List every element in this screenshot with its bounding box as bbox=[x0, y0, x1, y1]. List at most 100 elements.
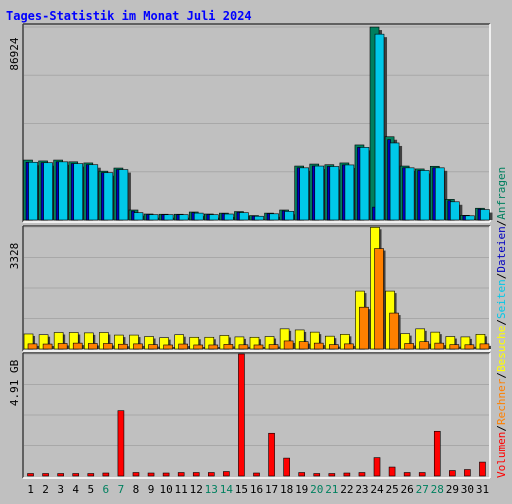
bar-seiten-day-22 bbox=[344, 164, 355, 221]
chart-title: Tages-Statistik im Monat Juli 2024 bbox=[6, 9, 252, 23]
panel-anfragen: 86924 bbox=[8, 23, 493, 223]
bar-volumen-day-5 bbox=[87, 473, 95, 477]
bar-volumen-day-23 bbox=[358, 472, 366, 477]
x-tick-label-day-13: 13 bbox=[205, 483, 218, 496]
legend-entry-volumen: Volumen bbox=[495, 432, 508, 478]
bar-seiten-day-4 bbox=[73, 163, 84, 221]
x-tick-label-day-31: 31 bbox=[476, 483, 489, 496]
x-tick-label-day-19: 19 bbox=[295, 483, 308, 496]
bar-rechner-day-21 bbox=[329, 344, 339, 350]
x-tick-label-day-16: 16 bbox=[250, 483, 263, 496]
side-legend-text: Volumen/Rechner/Besuche/Seiten/Dateien/A… bbox=[495, 167, 508, 478]
bar-rechner-day-2 bbox=[42, 343, 53, 350]
bar-rechner-day-25 bbox=[389, 312, 399, 350]
x-tick-label-day-6: 6 bbox=[103, 483, 110, 496]
x-tick-label-day-29: 29 bbox=[446, 483, 459, 496]
bar-rechner-day-29 bbox=[449, 344, 460, 350]
panel-max-label-volumen: 4.91 GB bbox=[8, 359, 21, 406]
bar-volumen-day-7 bbox=[117, 410, 125, 477]
bar-rechner-day-6 bbox=[103, 343, 113, 350]
bar-seiten-day-3 bbox=[58, 161, 68, 221]
bar-volumen-day-27 bbox=[418, 472, 426, 477]
bar-rechner-day-31 bbox=[479, 343, 490, 350]
bar-seiten-day-8 bbox=[133, 212, 144, 221]
bar-seiten-day-21 bbox=[329, 166, 340, 221]
bar-rechner-day-14 bbox=[223, 344, 234, 350]
x-tick-label-day-28: 28 bbox=[431, 483, 444, 496]
bar-volumen-day-17 bbox=[268, 432, 275, 477]
bar-rechner-day-30 bbox=[464, 344, 475, 350]
panel-besuche: 3328 bbox=[8, 225, 491, 352]
bar-seiten-day-16 bbox=[254, 215, 264, 221]
bar-rechner-day-9 bbox=[148, 344, 158, 350]
bar-rechner-day-7 bbox=[118, 343, 128, 350]
bar-volumen-day-2 bbox=[42, 473, 49, 477]
bar-rechner-day-18 bbox=[283, 340, 294, 350]
x-axis-labels: 1 2 3 4 5 6 7 8 9 10 11 12 13 14 15 16 17 18 19 20 21 22 23 24 2… bbox=[27, 483, 489, 496]
bar-rechner-day-16 bbox=[253, 344, 264, 350]
bar-seiten-day-20 bbox=[314, 165, 325, 221]
legend-entry-anfragen: Anfragen bbox=[495, 167, 508, 220]
bar-volumen-day-21 bbox=[328, 473, 336, 477]
bar-volumen-day-15 bbox=[238, 353, 245, 477]
bar-volumen-day-3 bbox=[57, 473, 64, 477]
bar-volumen-day-9 bbox=[147, 472, 155, 477]
bar-seiten-day-27 bbox=[419, 170, 430, 221]
x-tick-label-day-10: 10 bbox=[159, 483, 172, 496]
bar-seiten-day-24 bbox=[374, 33, 385, 221]
panel-max-label-besuche: 3328 bbox=[8, 243, 21, 270]
bar-seiten-day-2 bbox=[43, 162, 53, 221]
bar-seiten-day-9 bbox=[148, 214, 159, 221]
bar-rechner-day-3 bbox=[57, 343, 68, 350]
panel-volumen: 4.91 GB bbox=[8, 352, 491, 479]
bar-rechner-day-5 bbox=[87, 343, 98, 350]
chart-panels: 86924 3328 4.91 GB bbox=[8, 23, 493, 479]
x-tick-label-day-21: 21 bbox=[325, 483, 338, 496]
bar-rechner-day-22 bbox=[344, 343, 354, 350]
x-tick-label-day-23: 23 bbox=[355, 483, 368, 496]
x-tick-label-day-27: 27 bbox=[416, 483, 429, 496]
x-tick-label-day-18: 18 bbox=[280, 483, 293, 496]
bar-volumen-day-28 bbox=[433, 430, 441, 477]
bar-volumen-day-19 bbox=[298, 472, 305, 477]
legend-separator: / bbox=[495, 220, 508, 227]
x-tick-label-day-9: 9 bbox=[148, 483, 155, 496]
x-tick-label-day-8: 8 bbox=[133, 483, 140, 496]
bar-seiten-day-19 bbox=[299, 167, 309, 221]
bar-volumen-day-11 bbox=[177, 472, 185, 477]
bar-rechner-day-1 bbox=[27, 343, 38, 350]
x-tick-label-day-1: 1 bbox=[27, 483, 34, 496]
bar-volumen-day-1 bbox=[27, 473, 34, 477]
bar-seiten-day-25 bbox=[389, 142, 400, 221]
bar-seiten-day-26 bbox=[404, 167, 415, 221]
bar-seiten-day-12 bbox=[193, 212, 204, 221]
legend-entry-besuche: Besuche bbox=[495, 326, 508, 372]
bar-rechner-day-19 bbox=[298, 341, 309, 350]
bar-rechner-day-17 bbox=[268, 344, 279, 350]
bar-rechner-day-20 bbox=[313, 342, 324, 350]
bar-rechner-day-12 bbox=[193, 344, 204, 350]
bar-seiten-day-15 bbox=[239, 212, 249, 221]
x-tick-label-day-20: 20 bbox=[310, 483, 323, 496]
bar-seiten-day-11 bbox=[178, 214, 189, 221]
x-tick-label-day-15: 15 bbox=[235, 483, 248, 496]
bar-rechner-day-10 bbox=[163, 344, 173, 350]
bar-volumen-day-18 bbox=[283, 457, 290, 477]
bar-rechner-day-8 bbox=[133, 343, 143, 350]
bar-rechner-day-27 bbox=[419, 341, 430, 350]
bar-volumen-day-22 bbox=[343, 472, 351, 477]
bar-volumen-day-12 bbox=[192, 472, 200, 477]
bar-volumen-day-24 bbox=[373, 457, 381, 477]
x-tick-label-day-11: 11 bbox=[175, 483, 188, 496]
bar-volumen-day-13 bbox=[208, 472, 215, 477]
bar-rechner-day-24 bbox=[374, 248, 384, 350]
x-tick-label-day-26: 26 bbox=[401, 483, 414, 496]
bar-volumen-day-26 bbox=[403, 472, 411, 477]
bar-seiten-day-18 bbox=[284, 211, 294, 221]
bar-rechner-day-4 bbox=[72, 342, 83, 350]
x-tick-label-day-12: 12 bbox=[190, 483, 203, 496]
bar-volumen-day-16 bbox=[253, 472, 260, 477]
panel-max-label-anfragen: 86924 bbox=[8, 37, 21, 70]
